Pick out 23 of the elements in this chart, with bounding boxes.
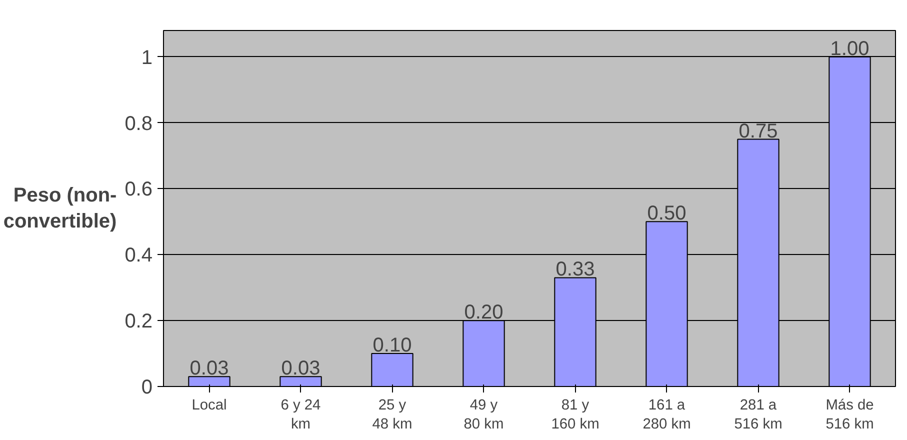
x-tick-label: Más de 516 km bbox=[826, 398, 874, 433]
y-tick-label: 1 bbox=[141, 46, 152, 69]
x-tick-label: 161 a 280 km bbox=[642, 398, 691, 433]
data-label: 0.10 bbox=[372, 334, 412, 357]
x-tick-label: 49 y 80 km bbox=[464, 398, 504, 433]
x-tick-label: 6 y 24 km bbox=[280, 398, 321, 433]
y-axis-title: Peso (non-convertible) bbox=[3, 184, 117, 233]
data-label: 1.00 bbox=[830, 38, 870, 60]
data-label: 0.03 bbox=[281, 358, 320, 380]
y-tick-label: 0.6 bbox=[124, 178, 153, 201]
y-tick-label: 0.8 bbox=[124, 112, 153, 135]
x-tick-label: 281 a 516 km bbox=[734, 398, 782, 433]
data-label: 0.50 bbox=[647, 202, 686, 225]
x-tick-label: 81 y 160 km bbox=[551, 398, 600, 433]
y-tick-label: 0.4 bbox=[124, 244, 153, 267]
y-tick-label: 0.2 bbox=[124, 310, 153, 333]
y-tick-label: 0 bbox=[141, 376, 152, 398]
data-label: 0.03 bbox=[190, 358, 229, 380]
data-label: 0.20 bbox=[464, 302, 504, 324]
x-tick-label: Local bbox=[192, 398, 227, 414]
x-tick-label: 25 y 48 km bbox=[372, 398, 412, 433]
data-label: 0.33 bbox=[556, 258, 595, 281]
data-label: 0.75 bbox=[738, 120, 778, 142]
